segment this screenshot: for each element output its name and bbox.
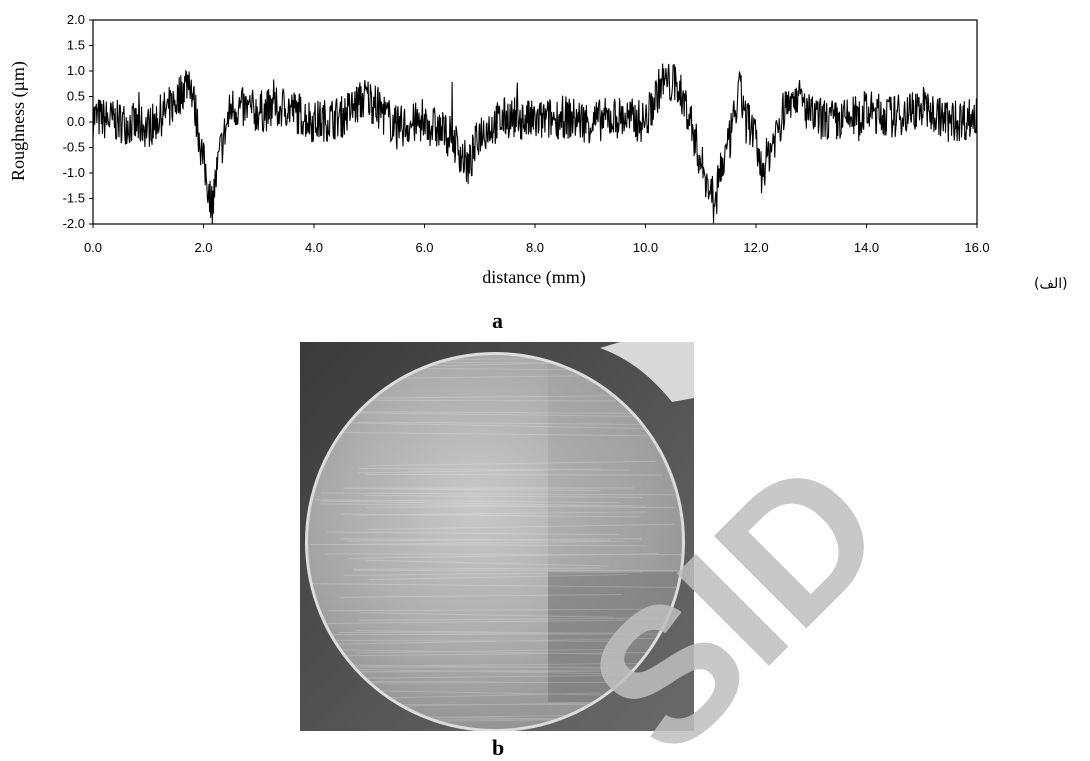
x-tick-label: 12.0 bbox=[743, 240, 768, 255]
y-tick-label: -1.5 bbox=[63, 191, 85, 206]
y-tick-label: -1.0 bbox=[63, 165, 85, 180]
x-tick-label: 10.0 bbox=[633, 240, 658, 255]
y-axis-title: Roughness (µm) bbox=[8, 61, 29, 181]
x-axis-title: distance (mm) bbox=[482, 267, 585, 288]
x-tick-label: 14.0 bbox=[854, 240, 879, 255]
x-tick-label: 8.0 bbox=[526, 240, 544, 255]
panel-b-label: b bbox=[492, 735, 504, 761]
y-tick-label: 1.0 bbox=[67, 63, 85, 78]
x-tick-label: 16.0 bbox=[964, 240, 989, 255]
chart-marks: 0.0 2.0 4.0 6.0 8.0 10.0 12.0 14.0 16.0 2.0 1.5 1.0… bbox=[63, 12, 990, 255]
x-tick-label: 2.0 bbox=[194, 240, 212, 255]
y-tick-label: 1.5 bbox=[67, 38, 85, 53]
x-tick-label: 0.0 bbox=[84, 240, 102, 255]
y-tick-label: 0.0 bbox=[67, 114, 85, 129]
watermark: SID bbox=[560, 440, 920, 760]
roughness-series-line bbox=[93, 64, 977, 224]
roughness-chart: 0.0 2.0 4.0 6.0 8.0 10.0 12.0 14.0 16.0 2.0 1.5 1.0… bbox=[0, 0, 1090, 300]
panel-a-label: a bbox=[492, 308, 503, 334]
x-tick-label: 6.0 bbox=[415, 240, 433, 255]
y-tick-label: -2.0 bbox=[63, 216, 85, 231]
y-tick-label: 0.5 bbox=[67, 89, 85, 104]
y-tick-label: 2.0 bbox=[67, 12, 85, 27]
x-tick-label: 4.0 bbox=[305, 240, 323, 255]
y-tick-label: -0.5 bbox=[63, 140, 85, 155]
watermark-text: SID bbox=[560, 440, 920, 760]
persian-panel-label: (الف) bbox=[1034, 276, 1068, 292]
